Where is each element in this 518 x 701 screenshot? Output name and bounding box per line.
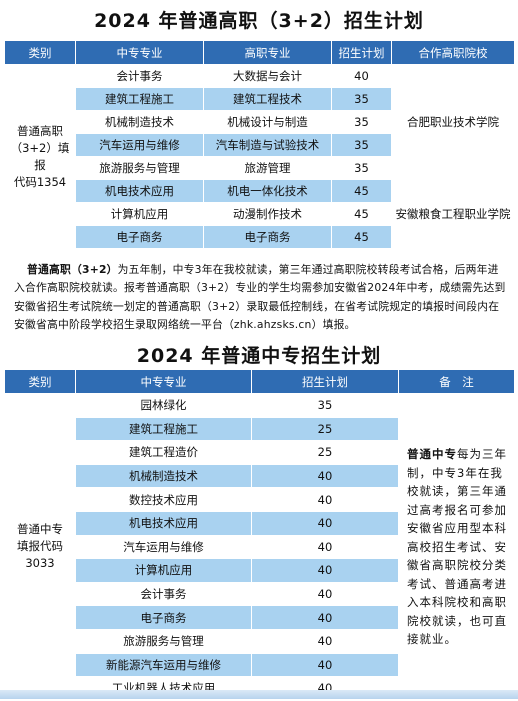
- header-partner-school: 合作高职院校: [391, 40, 515, 65]
- zhongzhuan-plan-table: 类别 中专专业 招生计划 备 注 普通中专 填报代码 3033 园林绿化 35 普通中专每…: [4, 369, 515, 701]
- gaozhi-major-cell: 大数据与会计: [203, 64, 332, 88]
- table-row: 旅游服务与管理 40: [5, 628, 515, 654]
- zhongzhuan-major-cell: 旅游服务与管理: [75, 156, 204, 180]
- major-cell: 建筑工程造价: [75, 440, 252, 465]
- remark-bold: 普通中专: [407, 447, 457, 462]
- major-cell: 电子商务: [75, 605, 252, 630]
- gaozhi-major-cell: 机电一体化技术: [203, 179, 332, 203]
- zhongzhuan-major-cell: 电子商务: [75, 225, 204, 249]
- plan-cell: 40: [251, 487, 399, 512]
- zhongzhuan-major-cell: 计算机应用: [75, 202, 204, 226]
- header-zhongzhuan-major: 中专专业: [75, 40, 204, 65]
- category-line: 代码1354: [13, 174, 67, 189]
- plan-cell: 40: [251, 605, 399, 630]
- gaozhi-major-cell: 动漫制作技术: [203, 202, 332, 226]
- category-line: 普通高职: [17, 123, 63, 138]
- zhongzhuan-major-cell: 建筑工程施工: [75, 87, 204, 111]
- major-cell: 园林绿化: [75, 393, 252, 418]
- table-row: 汽车运用与维修 40: [5, 534, 515, 560]
- section1-title: 2024 年普通高职（3+2）招生计划: [94, 10, 424, 32]
- table-header-row: 类别 中专专业 招生计划 备 注: [4, 369, 515, 394]
- header-category: 类别: [4, 40, 76, 65]
- plan-cell: 35: [331, 156, 392, 180]
- partner-school-cell: 安徽粮食工程职业学院: [391, 179, 515, 249]
- table-row: 旅游服务与管理 旅游管理 35: [5, 156, 515, 180]
- plan-cell: 45: [331, 179, 392, 203]
- plan-cell: 25: [251, 440, 399, 465]
- category-line: 普通中专: [17, 522, 63, 537]
- plan-cell: 45: [331, 202, 392, 226]
- major-cell: 汽车运用与维修: [75, 534, 252, 560]
- header-plan: 招生计划: [331, 40, 392, 65]
- plan-cell: 35: [331, 87, 392, 111]
- plan-cell: 40: [331, 64, 392, 88]
- zhongzhuan-major-cell: 机械制造技术: [75, 110, 204, 134]
- header-category: 类别: [4, 369, 76, 394]
- plan-cell: 25: [251, 416, 399, 442]
- note-bold: 普通高职（3+2）: [27, 263, 118, 276]
- remark-text: 每为三年制，中专3年在我校就读，第三年通过高考报名可参加安徽省应用型本科高校招生…: [407, 447, 507, 647]
- major-cell: 计算机应用: [75, 558, 252, 583]
- major-cell: 机电技术应用: [75, 510, 252, 536]
- header-remark: 备 注: [398, 369, 515, 394]
- table-row: 电子商务 电子商务 45: [5, 225, 515, 249]
- table-row: 机械制造技术 机械设计与制造 35: [5, 110, 515, 134]
- partner-school-cell: 合肥职业技术学院: [391, 64, 515, 180]
- plan-cell: 35: [331, 110, 392, 134]
- table-row: 普通高职 （3+2）填报代码1354 会计事务 大数据与会计 40 合肥职业技术学院: [4, 64, 515, 249]
- gaozhi-note: 普通高职（3+2）为五年制，中专3年在我校就读，第三年通过高职院校转段考试合格，…: [14, 261, 506, 334]
- header-gaozhi-major: 高职专业: [203, 40, 332, 65]
- table-row: 机械制造技术 40: [5, 463, 515, 489]
- major-cell: 机械制造技术: [75, 463, 252, 489]
- bottom-wave-decoration: [0, 690, 518, 699]
- category-cell: 普通高职 （3+2）填报代码1354: [4, 64, 76, 249]
- table-row: 新能源汽车运用与维修 40: [5, 652, 515, 678]
- table-row: 建筑工程造价 25: [5, 440, 515, 465]
- table-row: 建筑工程施工 建筑工程技术 35: [5, 87, 515, 111]
- zhongzhuan-major-cell: 汽车运用与维修: [75, 133, 204, 157]
- gaozhi-plan-table: 类别 中专专业 高职专业 招生计划 合作高职院校 普通高职 （3+2）填报代码13…: [4, 40, 515, 249]
- table-row: 计算机应用 动漫制作技术 45: [5, 202, 515, 226]
- plan-cell: 40: [251, 534, 399, 560]
- gaozhi-major-cell: 汽车制造与试验技术: [203, 133, 332, 157]
- category-line: 填报代码: [17, 539, 63, 554]
- gaozhi-major-cell: 建筑工程技术: [203, 87, 332, 111]
- header-major: 中专专业: [75, 369, 252, 394]
- plan-cell: 40: [251, 558, 399, 583]
- plan-cell: 40: [251, 463, 399, 489]
- major-cell: 新能源汽车运用与维修: [75, 652, 252, 678]
- table-row: 会计事务 40: [5, 581, 515, 607]
- table-row: 汽车运用与维修 汽车制造与试验技术 35: [5, 133, 515, 157]
- category-cell: 普通中专填报代码 3033: [4, 393, 76, 701]
- plan-cell: 40: [251, 628, 399, 654]
- table-row: 建筑工程施工 25: [5, 416, 515, 442]
- zhongzhuan-major-cell: 会计事务: [75, 64, 204, 88]
- category-line: （3+2）填报: [10, 140, 70, 172]
- table-row: 数控技术应用 40: [5, 487, 515, 512]
- remark-cell: 普通中专每为三年制，中专3年在我校就读，第三年通过高考报名可参加安徽省应用型本科…: [398, 393, 515, 701]
- plan-cell: 40: [251, 581, 399, 607]
- major-cell: 建筑工程施工: [75, 416, 252, 442]
- category-line: 3033: [25, 556, 55, 571]
- header-plan: 招生计划: [251, 369, 399, 394]
- plan-cell: 35: [251, 393, 399, 418]
- section2-title: 2024 年普通中专招生计划: [136, 345, 382, 367]
- gaozhi-major-cell: 电子商务: [203, 225, 332, 249]
- major-cell: 旅游服务与管理: [75, 628, 252, 654]
- plan-cell: 40: [251, 652, 399, 678]
- plan-cell: 35: [331, 133, 392, 157]
- major-cell: 会计事务: [75, 581, 252, 607]
- table-row: 机电技术应用 机电一体化技术 45 安徽粮食工程职业学院: [5, 179, 515, 249]
- note-text: 为五年制，中专3年在我校就读，第三年通过高职院校转段考试合格，后两年进入合作高职…: [14, 263, 506, 331]
- gaozhi-major-cell: 机械设计与制造: [203, 110, 332, 134]
- plan-cell: 45: [331, 225, 392, 249]
- gaozhi-major-cell: 旅游管理: [203, 156, 332, 180]
- table-row: 机电技术应用 40: [5, 510, 515, 536]
- major-cell: 数控技术应用: [75, 487, 252, 512]
- plan-cell: 40: [251, 510, 399, 536]
- table-header-row: 类别 中专专业 高职专业 招生计划 合作高职院校: [4, 40, 515, 65]
- zhongzhuan-major-cell: 机电技术应用: [75, 179, 204, 203]
- table-row: 普通中专 填报代码 3033 园林绿化 35 普通中专每为三年制，中专3年在我校就读，第三…: [4, 393, 515, 701]
